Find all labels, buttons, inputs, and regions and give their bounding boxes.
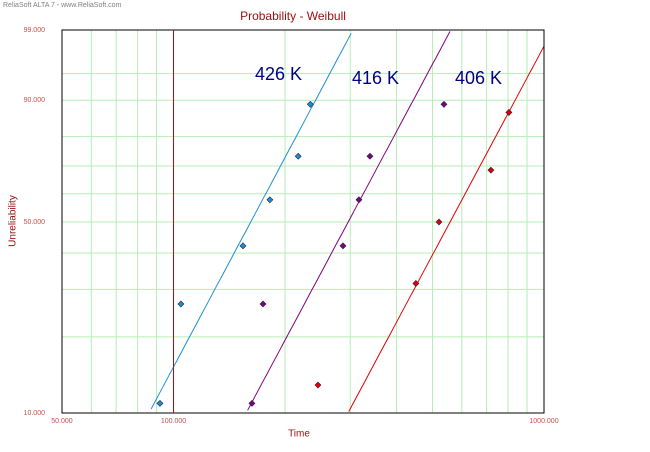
data-point [366, 152, 374, 160]
y-tick-label: 90.000 [24, 97, 46, 104]
data-point [266, 196, 274, 204]
fit-line [348, 45, 545, 412]
x-tick-label: 100.000 [161, 418, 186, 425]
data-point [440, 100, 448, 108]
data-point [259, 300, 267, 308]
data-point [505, 108, 513, 116]
y-tick-label: 50.000 [24, 219, 46, 226]
data-point [294, 152, 302, 160]
app-header: ReliaSoft ALTA 7 - www.ReliaSoft.com [3, 2, 122, 9]
data-point [355, 196, 363, 204]
series-label: 406 K [455, 68, 502, 88]
data-point [412, 280, 420, 287]
fit-line [150, 33, 352, 410]
fit-line [247, 31, 451, 411]
data-point [156, 399, 164, 407]
chart-title: Probability - Weibull [240, 9, 346, 23]
data-point [248, 399, 256, 407]
data-point [339, 242, 347, 250]
data-point [177, 300, 185, 308]
data-point [314, 381, 322, 389]
data-point [239, 242, 247, 250]
plot-frame [61, 29, 545, 414]
data-point [435, 218, 443, 226]
x-tick-label: 50.000 [51, 418, 73, 425]
y-axis-label: Unreliability [8, 195, 19, 247]
series-label: 416 K [352, 68, 399, 88]
y-tick-label: 99.000 [24, 27, 46, 34]
data-point [306, 100, 314, 108]
series-label: 426 K [255, 64, 302, 84]
x-tick-label: 1000.000 [529, 418, 558, 425]
data-point [487, 166, 495, 174]
y-tick-label: 10.000 [24, 410, 46, 417]
x-axis-label: Time [288, 429, 310, 440]
